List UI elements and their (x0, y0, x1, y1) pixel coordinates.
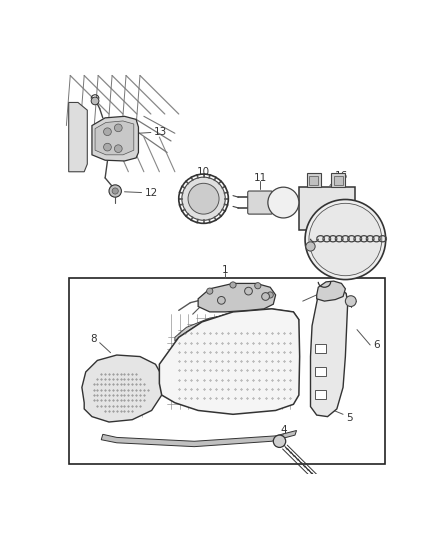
Bar (299, 187, 355, 230)
Polygon shape (82, 355, 163, 422)
Polygon shape (101, 431, 297, 447)
Circle shape (218, 296, 225, 304)
Circle shape (114, 145, 122, 152)
Text: 12: 12 (145, 188, 158, 198)
Text: 10: 10 (197, 167, 210, 177)
FancyBboxPatch shape (309, 175, 318, 185)
FancyBboxPatch shape (307, 173, 321, 187)
Circle shape (268, 187, 299, 218)
Polygon shape (95, 121, 134, 155)
Text: 6: 6 (373, 340, 380, 350)
Polygon shape (175, 309, 299, 341)
Polygon shape (159, 309, 300, 414)
Circle shape (255, 282, 261, 289)
Text: 4: 4 (280, 425, 287, 435)
Circle shape (230, 282, 236, 288)
FancyBboxPatch shape (334, 175, 343, 185)
FancyBboxPatch shape (315, 344, 326, 353)
Circle shape (112, 188, 118, 194)
Polygon shape (311, 289, 348, 417)
Circle shape (103, 128, 111, 135)
Circle shape (267, 292, 273, 298)
Circle shape (309, 203, 382, 276)
Circle shape (306, 242, 315, 251)
Polygon shape (198, 284, 276, 312)
Text: 11: 11 (254, 173, 267, 183)
Polygon shape (92, 116, 138, 161)
Text: 8: 8 (90, 334, 97, 344)
Text: 1: 1 (222, 265, 229, 276)
Polygon shape (317, 281, 346, 301)
FancyBboxPatch shape (315, 367, 326, 376)
Circle shape (114, 124, 122, 132)
Text: 13: 13 (154, 127, 168, 137)
Circle shape (109, 185, 121, 197)
Circle shape (346, 296, 356, 306)
FancyBboxPatch shape (332, 173, 346, 187)
Text: 9: 9 (321, 288, 328, 297)
Circle shape (103, 143, 111, 151)
Circle shape (188, 183, 219, 214)
Circle shape (261, 293, 269, 301)
Circle shape (273, 435, 286, 447)
Circle shape (91, 97, 99, 105)
FancyBboxPatch shape (248, 191, 272, 214)
Text: 16: 16 (335, 171, 348, 181)
Circle shape (182, 177, 225, 220)
Text: 5: 5 (346, 413, 353, 423)
Polygon shape (69, 102, 87, 172)
Circle shape (305, 199, 386, 280)
Bar (69, 278, 385, 464)
Circle shape (207, 288, 213, 294)
Circle shape (245, 287, 252, 295)
FancyBboxPatch shape (315, 391, 326, 399)
